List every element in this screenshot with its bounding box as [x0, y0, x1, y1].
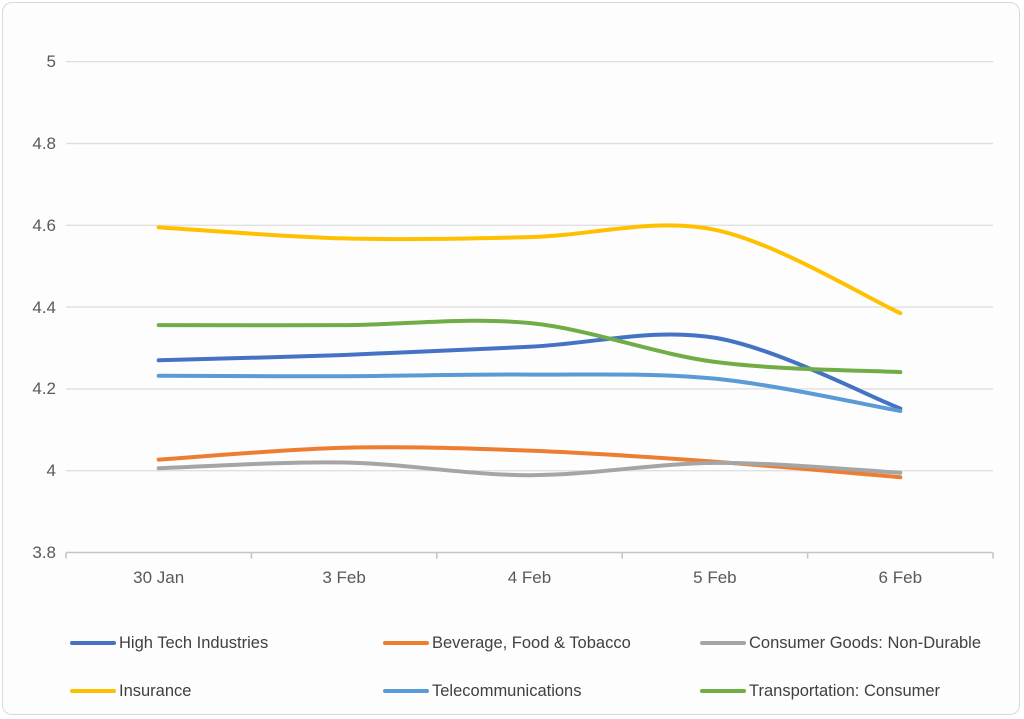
x-axis-label: 5 Feb — [693, 568, 737, 587]
x-axis-label: 4 Feb — [507, 568, 552, 587]
legend-swatch — [383, 640, 429, 646]
x-axis-label: 3 Feb — [322, 568, 366, 587]
legend-item: Telecommunications — [383, 681, 581, 701]
y-axis-label: 4 — [46, 461, 56, 481]
legend-swatch — [700, 640, 746, 646]
legend-label: Insurance — [119, 681, 192, 700]
y-axis-label: 4.4 — [32, 297, 56, 317]
legend-swatch — [700, 688, 746, 694]
series-line-high-tech-industries — [156, 332, 903, 411]
legend-label: Transportation: Consumer — [749, 681, 941, 700]
series-line-telecommunications — [156, 372, 903, 413]
x-axis-label: 30 Jan — [133, 568, 185, 587]
legend-swatch — [70, 688, 116, 694]
legend-item: Transportation: Consumer — [700, 681, 940, 701]
y-axis-label: 5 — [46, 52, 56, 72]
y-axis-label: 4.6 — [32, 215, 56, 235]
legend-item: High Tech Industries — [70, 633, 268, 653]
legend-item: Consumer Goods: Non-Durable — [700, 633, 981, 653]
y-axis-label: 3.8 — [32, 543, 56, 562]
legend-label: High Tech Industries — [119, 633, 269, 652]
legend-label: Consumer Goods: Non-Durable — [749, 633, 982, 652]
legend-item: Insurance — [70, 681, 191, 701]
series-line-transportation-consumer — [156, 318, 903, 375]
legend-swatch — [383, 688, 429, 694]
series-line-consumer-goods-non-durable — [156, 460, 903, 478]
legend-item: Beverage, Food & Tobacco — [383, 633, 631, 653]
series-line-insurance — [156, 223, 903, 316]
legend-swatch — [70, 640, 116, 646]
y-axis-label: 4.2 — [32, 379, 56, 399]
legend-label: Beverage, Food & Tobacco — [432, 633, 631, 652]
y-axis-label: 4.8 — [32, 134, 56, 153]
x-axis-label: 6 Feb — [878, 568, 923, 587]
legend-label: Telecommunications — [432, 681, 582, 700]
